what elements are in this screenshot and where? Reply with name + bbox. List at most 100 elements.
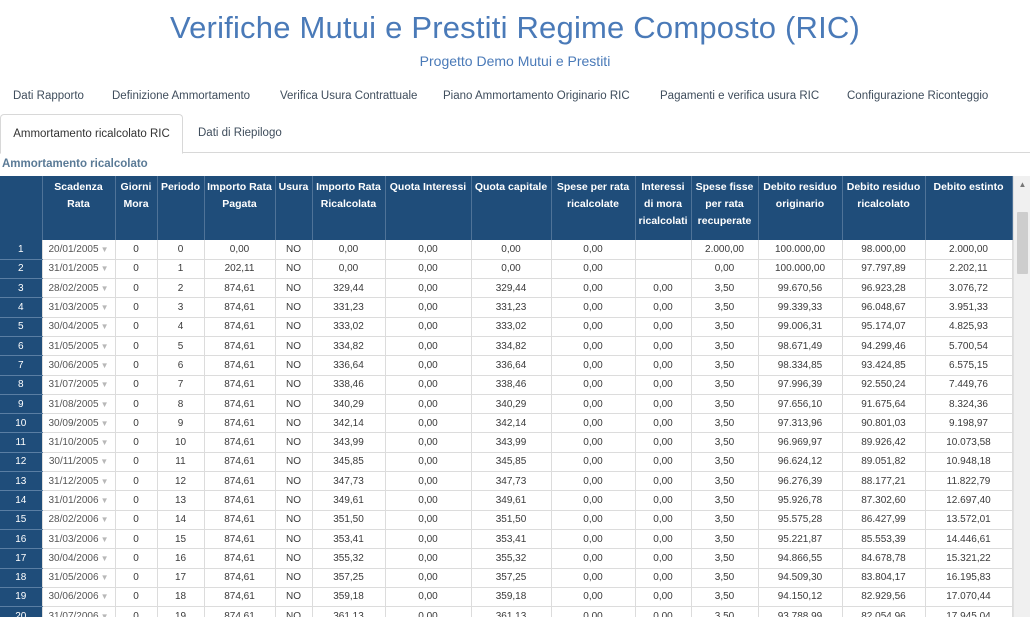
table-cell[interactable]: 0,00 [691, 259, 759, 280]
table-cell[interactable]: 0,00 [385, 297, 472, 318]
table-cell[interactable]: 331,23 [471, 297, 552, 318]
column-header[interactable]: Debito residuo ricalcolato [842, 176, 926, 240]
table-cell[interactable]: 3.951,33 [925, 297, 1013, 318]
table-cell[interactable]: 874,61 [204, 297, 276, 318]
column-header[interactable]: Importo Rata Pagata [204, 176, 276, 240]
column-header[interactable]: Giorni Mora [115, 176, 158, 240]
table-cell[interactable]: 0 [115, 259, 158, 280]
date-cell[interactable]: 30/09/2005 ▼ [42, 413, 116, 434]
table-row[interactable]: 17 30/04/2006 ▼ 0 16 874,61 NO 355,32 0,00 355,32… [0, 548, 1013, 569]
table-cell[interactable]: 12 [157, 471, 205, 492]
table-cell[interactable]: 874,61 [204, 336, 276, 357]
table-cell[interactable]: 0 [115, 568, 158, 588]
table-cell[interactable]: 0 [115, 355, 158, 376]
table-cell[interactable]: 95.926,78 [758, 490, 843, 511]
table-row[interactable]: 14 31/01/2006 ▼ 0 13 874,61 NO 349,61 0,00 349,61… [0, 490, 1013, 511]
table-cell[interactable]: 0,00 [551, 413, 636, 434]
table-cell[interactable]: 99.006,31 [758, 317, 843, 337]
table-cell[interactable]: 82.929,56 [842, 587, 926, 608]
table-cell[interactable]: 6.575,15 [925, 355, 1013, 376]
table-cell[interactable]: 0,00 [551, 510, 636, 530]
column-header[interactable]: Debito estinto [925, 176, 1013, 240]
table-cell[interactable]: 0,00 [385, 606, 472, 617]
table-cell[interactable]: 343,99 [312, 432, 386, 453]
table-cell[interactable]: 874,61 [204, 355, 276, 376]
table-row[interactable]: 6 31/05/2005 ▼ 0 5 874,61 NO 334,82 0,00 334,82 0,… [0, 336, 1013, 357]
table-cell[interactable]: 93.788,99 [758, 606, 843, 617]
table-cell[interactable]: 0,00 [551, 606, 636, 617]
table-cell[interactable]: 3,50 [691, 413, 759, 434]
table-cell[interactable]: 96.969,97 [758, 432, 843, 453]
table-cell[interactable]: 7.449,76 [925, 375, 1013, 395]
dropdown-triangle-icon[interactable]: ▼ [100, 611, 109, 617]
table-cell[interactable]: 98.334,85 [758, 355, 843, 376]
table-cell[interactable]: 94.866,55 [758, 548, 843, 569]
table-cell[interactable]: 0,00 [635, 471, 692, 492]
table-cell[interactable]: 8.324,36 [925, 394, 1013, 415]
table-cell[interactable]: 13 [157, 490, 205, 511]
table-row[interactable]: 20 31/07/2006 ▼ 0 19 874,61 NO 361,13 0,00 361,13… [0, 606, 1013, 617]
table-cell[interactable]: 3,50 [691, 452, 759, 473]
table-cell[interactable]: 4.825,93 [925, 317, 1013, 337]
table-cell[interactable]: 361,13 [471, 606, 552, 617]
table-cell[interactable]: 0 [115, 278, 158, 299]
table-row[interactable]: 5 30/04/2005 ▼ 0 4 874,61 NO 333,02 0,00 333,02 0,… [0, 317, 1013, 337]
table-row[interactable]: 12 30/11/2005 ▼ 0 11 874,61 NO 345,85 0,00 345,85… [0, 452, 1013, 473]
table-cell[interactable]: 0,00 [471, 259, 552, 280]
table-cell[interactable]: 10.948,18 [925, 452, 1013, 473]
table-row[interactable]: 15 28/02/2006 ▼ 0 14 874,61 NO 351,50 0,00 351,50… [0, 510, 1013, 530]
date-cell[interactable]: 31/07/2006 ▼ [42, 606, 116, 617]
table-cell[interactable]: 0 [115, 240, 158, 260]
table-row[interactable]: 7 30/06/2005 ▼ 0 6 874,61 NO 336,64 0,00 336,64 0,… [0, 355, 1013, 376]
date-cell[interactable]: 28/02/2005 ▼ [42, 278, 116, 299]
table-cell[interactable]: 18 [157, 587, 205, 608]
table-cell[interactable]: 3,50 [691, 548, 759, 569]
date-cell[interactable]: 30/11/2005 ▼ [42, 452, 116, 473]
table-cell[interactable]: 349,61 [312, 490, 386, 511]
table-cell[interactable]: 874,61 [204, 606, 276, 617]
table-cell[interactable]: 89.051,82 [842, 452, 926, 473]
table-row[interactable]: 8 31/07/2005 ▼ 0 7 874,61 NO 338,46 0,00 338,46 0,… [0, 375, 1013, 395]
table-cell[interactable]: 97.797,89 [842, 259, 926, 280]
table-row[interactable]: 10 30/09/2005 ▼ 0 9 874,61 NO 342,14 0,00 342,14 0… [0, 413, 1013, 434]
table-cell[interactable]: 97.656,10 [758, 394, 843, 415]
table-cell[interactable]: 2.000,00 [691, 240, 759, 260]
table-cell[interactable]: 351,50 [312, 510, 386, 530]
table-cell[interactable]: 7 [157, 375, 205, 395]
column-header[interactable]: Quota Interessi [385, 176, 472, 240]
table-cell[interactable]: 96.923,28 [842, 278, 926, 299]
table-cell[interactable]: 0,00 [635, 394, 692, 415]
table-cell[interactable]: 336,64 [471, 355, 552, 376]
table-cell[interactable]: 874,61 [204, 471, 276, 492]
table-cell[interactable]: 0,00 [551, 278, 636, 299]
table-cell[interactable]: 0,00 [385, 240, 472, 260]
table-cell[interactable]: 0,00 [385, 259, 472, 280]
date-cell[interactable]: 31/01/2005 ▼ [42, 259, 116, 280]
tab-definizione-ammortamento[interactable]: Definizione Ammortamento [112, 90, 251, 102]
dropdown-triangle-icon[interactable]: ▼ [100, 438, 109, 448]
table-cell[interactable]: 0,00 [312, 240, 386, 260]
table-cell[interactable]: 0,00 [385, 529, 472, 550]
table-cell[interactable]: 0 [157, 240, 205, 260]
dropdown-triangle-icon[interactable]: ▼ [100, 457, 109, 467]
table-cell[interactable]: 874,61 [204, 278, 276, 299]
date-cell[interactable]: 31/05/2006 ▼ [42, 568, 116, 588]
table-cell[interactable]: NO [275, 278, 313, 299]
dropdown-triangle-icon[interactable]: ▼ [100, 244, 109, 254]
table-row[interactable]: 4 31/03/2005 ▼ 0 3 874,61 NO 331,23 0,00 331,23 0,… [0, 297, 1013, 318]
table-cell[interactable]: 6 [157, 355, 205, 376]
table-cell[interactable]: 334,82 [312, 336, 386, 357]
date-cell[interactable]: 30/06/2006 ▼ [42, 587, 116, 608]
table-cell[interactable]: 0,00 [385, 452, 472, 473]
table-cell[interactable]: 86.427,99 [842, 510, 926, 530]
column-header[interactable]: Interessi di mora ricalcolati [635, 176, 692, 240]
table-cell[interactable]: 0 [115, 336, 158, 357]
table-cell[interactable]: 874,61 [204, 317, 276, 337]
date-cell[interactable]: 31/03/2006 ▼ [42, 529, 116, 550]
table-cell[interactable]: 0,00 [385, 394, 472, 415]
table-cell[interactable]: 3,50 [691, 355, 759, 376]
table-cell[interactable]: 11 [157, 452, 205, 473]
table-cell[interactable]: 0,00 [551, 336, 636, 357]
table-cell[interactable]: 874,61 [204, 394, 276, 415]
table-cell[interactable] [635, 240, 692, 260]
